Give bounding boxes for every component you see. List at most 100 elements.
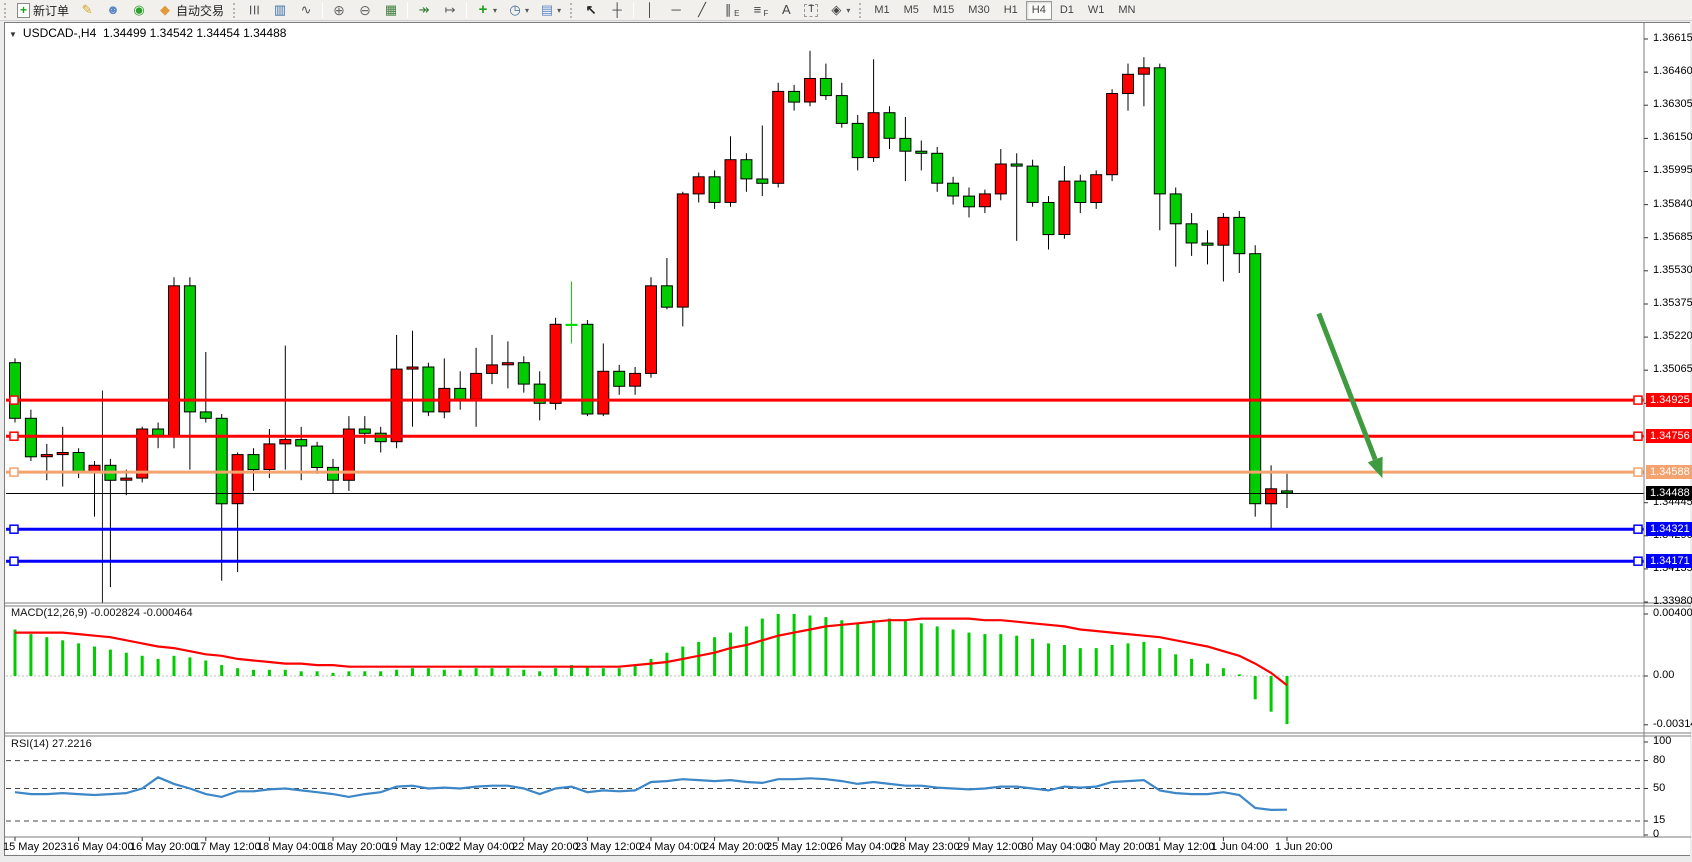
horizontal-line-tool-button[interactable]: ─ [664,1,688,20]
candle-chart-button[interactable]: ▥ [268,1,292,20]
community-button[interactable]: ☻ [101,1,125,20]
resistance-line-2-marker[interactable] [9,431,19,441]
resistance-line-2-marker[interactable] [1633,431,1643,441]
arrow-annotation[interactable] [1316,312,1383,479]
zoom-out-button[interactable]: ⊖ [353,1,377,20]
timeframe-W1-button[interactable]: W1 [1087,4,1105,16]
price-tick-label: 1.35065 [1653,363,1692,375]
trendline-icon: ╱ [698,2,706,17]
time-axis-label: 30 May 20:00 [1084,841,1151,853]
support-line-blue-2-marker[interactable] [9,556,19,566]
timeframe-M5-button[interactable]: M5 [903,4,919,16]
text-tool-button[interactable]: A [774,1,798,20]
resistance-line-1-price-tag: 1.34925 [1646,393,1692,407]
tile-windows-button[interactable]: ▦ [379,1,403,20]
price-tick-label: 1.35375 [1653,297,1692,309]
resistance-line-1-marker[interactable] [9,395,19,405]
timeframe-M15-button[interactable]: M15 [932,4,955,16]
price-tick-label: 1.35685 [1653,231,1692,243]
timeframe-H1-button[interactable]: H1 [1003,4,1018,16]
chart-window[interactable]: ▼ USDCAD-,H4 1.34499 1.34542 1.34454 1.34… [3,22,1692,857]
arrows-tool-button[interactable]: ◈ ▾ [824,1,854,20]
timeframe-H4-button[interactable]: H4 [1025,0,1052,20]
toolbar-grip [859,2,864,18]
indicators-caret-icon: ▾ [493,5,498,15]
periods-button[interactable]: ◷ ▾ [503,1,533,20]
time-axis-label: 30 May 04:00 [1021,841,1088,853]
signals-button[interactable]: ◉ [127,1,151,20]
chart-title: ▼ USDCAD-,H4 1.34499 1.34542 1.34454 1.34… [9,26,286,40]
line-chart-button[interactable]: ∿ [294,1,318,20]
time-axis-label: 16 May 04:00 [67,841,134,853]
channel-tool-button[interactable]: ∥ E [716,1,743,20]
support-line-blue-1-marker[interactable] [9,524,19,534]
time-axis-label: 26 May 04:00 [830,841,897,853]
rsi-tick-label: 50 [1653,782,1666,794]
axis-tick-marks [14,38,1648,841]
rsi-tick-label: 15 [1653,814,1666,826]
support-line-blue-1-marker[interactable] [1633,524,1643,534]
time-axis-label: 22 May 20:00 [512,841,579,853]
text-icon: A [781,2,791,17]
trendline-tool-button[interactable]: ╱ [690,1,714,20]
ohlc-values: 1.34499 1.34542 1.34454 1.34488 [102,26,287,40]
zoom-in-icon: ⊕ [333,2,345,18]
price-tick-label: 1.33980 [1653,595,1692,607]
timeframe-M1-button[interactable]: M1 [874,4,890,16]
toolbar-separator [407,2,409,18]
auto-trading-button[interactable]: ◆ 自动交易 [153,1,228,20]
resistance-line-1-marker[interactable] [1633,395,1643,405]
auto-scroll-button[interactable]: ↠ [412,1,436,20]
macd-signal-line [15,617,1288,687]
bar-chart-button[interactable]: ☰ [242,1,266,20]
chart-plot[interactable] [5,23,1691,857]
price-tick-label: 1.36460 [1653,65,1692,77]
time-axis-label: 24 May 20:00 [703,841,770,853]
price-tick-label: 1.35530 [1653,264,1692,276]
zoom-in-button[interactable]: ⊕ [327,1,351,20]
label-tool-button[interactable]: T [800,1,822,20]
crosshair-icon: ┼ [612,2,622,17]
price-tick-label: 1.35995 [1653,164,1692,176]
line-chart-icon: ∿ [300,2,312,17]
support-line-blue-2-price-tag: 1.34171 [1646,554,1692,568]
vertical-line-tool-button[interactable]: │ [638,1,662,20]
new-order-icon: + [17,2,30,18]
templates-button[interactable]: ▤ ▾ [535,1,565,20]
support-line-orange-marker[interactable] [1633,467,1643,477]
time-axis-label: 28 May 23:00 [893,841,960,853]
zoom-out-icon: ⊖ [359,2,371,18]
crosshair-button[interactable]: ┼ [605,1,629,20]
support-line-orange-marker[interactable] [9,467,19,477]
fibonacci-tool-button[interactable]: ≡ F [745,1,772,20]
price-tick-label: 1.35220 [1653,330,1692,342]
timeframe-M30-button[interactable]: M30 [968,4,990,16]
timeframe-MN-button[interactable]: MN [1118,4,1136,16]
rsi-tick-label: 0 [1653,828,1660,840]
toolbar-separator [466,2,468,18]
toolbar-grip [570,2,575,18]
timeframe-D1-button[interactable]: D1 [1059,4,1074,16]
cursor-button[interactable]: ↖ [579,1,603,20]
time-axis-label: 17 May 12:00 [194,841,261,853]
macd-histogram [13,614,1289,725]
styler-icon: ✎ [81,2,93,17]
time-axis-label: 25 May 12:00 [766,841,833,853]
cursor-icon: ↖ [585,2,597,17]
styler-button[interactable]: ✎ [75,1,99,20]
bar-chart-icon: ☰ [247,4,262,16]
chart-shift-button[interactable]: ↦ [438,1,462,20]
new-order-button[interactable]: + 新订单 [13,1,73,20]
periods-caret-icon: ▾ [525,5,530,15]
price-tick-label: 1.36305 [1653,98,1692,110]
panel-borders [5,23,1691,838]
indicators-icon: + [478,1,488,18]
time-axis-label: 29 May 12:00 [957,841,1024,853]
time-axis-label: 22 May 04:00 [448,841,515,853]
fibonacci-sub-label: F [763,8,769,18]
signals-icon: ◉ [133,2,145,17]
support-line-blue-2-marker[interactable] [1633,556,1643,566]
candle-chart-icon: ▥ [273,2,287,17]
collapse-arrow-icon[interactable]: ▼ [9,30,17,39]
indicators-button[interactable]: + ▾ [471,1,501,20]
